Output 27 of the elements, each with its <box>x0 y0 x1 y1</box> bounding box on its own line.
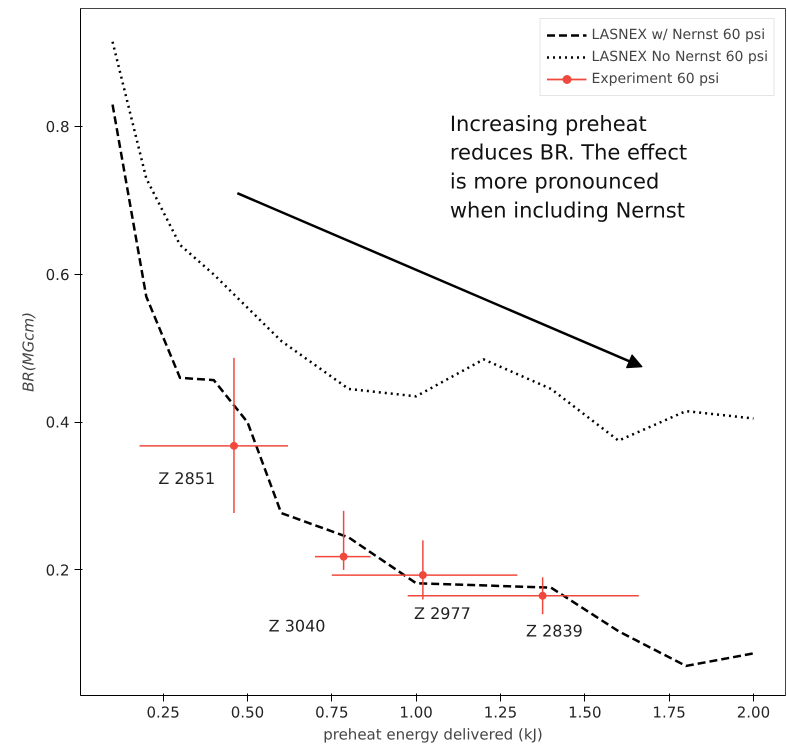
legend-label: LASNEX w/ Nernst 60 psi <box>592 27 766 43</box>
x-tick-label: 0.25 <box>146 704 180 722</box>
annotation: Z 2851 <box>158 468 216 488</box>
y-tick-label: 0.6 <box>46 266 70 284</box>
y-tick-label: 0.4 <box>46 414 70 432</box>
x-tick-label: 1.50 <box>568 704 602 722</box>
x-tick-label: 0.75 <box>315 704 349 722</box>
y-tick-label: 0.2 <box>46 561 70 580</box>
legend-label: Experiment 60 psi <box>592 71 720 87</box>
x-axis-title: preheat energy delivered (kJ) <box>323 726 543 744</box>
annotation: Increasing preheat reduces BR. The effect is more pronounced when including Nernst <box>450 112 688 222</box>
point <box>230 442 238 450</box>
line-series <box>111 103 755 668</box>
y-axis-title: BR(MGcm) <box>20 312 38 392</box>
x-tick-label: 2.00 <box>736 704 770 722</box>
x-tick-label: 1.00 <box>399 704 433 722</box>
x-tick-label: 0.50 <box>230 704 264 722</box>
legend-label: LASNEX No Nernst 60 psi <box>592 49 768 65</box>
point <box>418 571 427 580</box>
y-tick-label: 0.8 <box>46 118 70 136</box>
annotation: Z 2977 <box>414 604 471 624</box>
annotation: Z 3040 <box>268 616 326 636</box>
point <box>538 592 547 600</box>
x-tick-label: 1.75 <box>652 704 686 722</box>
x-tick-label: 1.25 <box>484 704 518 722</box>
annotation: Z 2839 <box>526 622 583 641</box>
point <box>340 552 348 561</box>
